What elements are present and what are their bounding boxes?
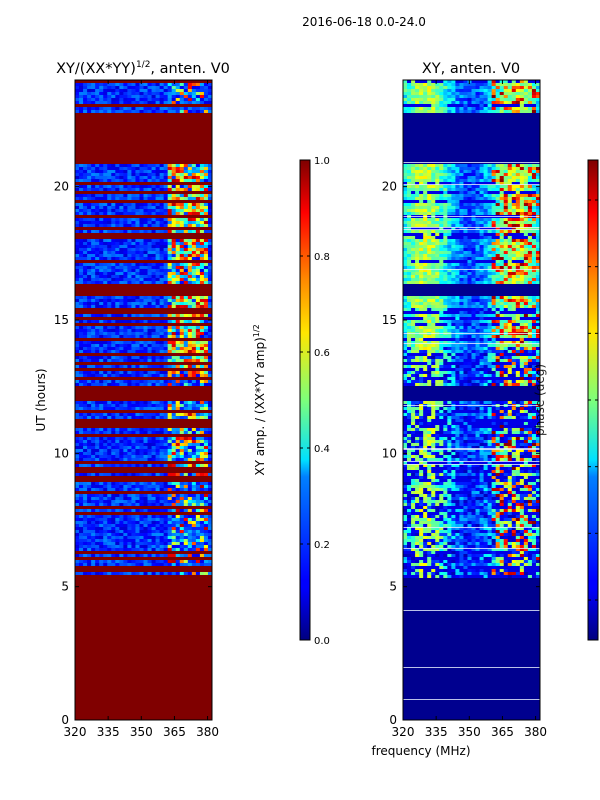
colorbar-tick-label: 0.2 (314, 540, 330, 551)
amplitude-panel: XY/(XX*YY)1/2, anten. V0 0 5 10 15 20 320 335 3… (34, 60, 230, 739)
y-tick-label: 15 (54, 313, 69, 327)
y-tick-label: 10 (54, 446, 69, 460)
amplitude-heatmap (75, 80, 212, 720)
x-tick-label: 380 (524, 725, 547, 739)
phase-heatmap (403, 80, 540, 720)
phase-axes-ticks: 0 5 10 15 20 320 335 350 365 380 (382, 80, 547, 739)
colorbar-tick-label: 0.0 (314, 636, 330, 647)
colorbar-tick-label: 1.0 (314, 156, 330, 167)
y-axis-label: UT (hours) (34, 368, 48, 431)
phase-colorbar-label: phase (deg) (533, 364, 547, 436)
y-tick-label: 5 (61, 580, 69, 594)
figure-suptitle: 2016-06-18 0.0-24.0 (302, 15, 426, 29)
y-tick-label: 0 (61, 713, 69, 727)
y-tick-label: 15 (382, 313, 397, 327)
x-tick-label: 335 (425, 725, 448, 739)
x-tick-label: 320 (64, 725, 87, 739)
amplitude-panel-title: XY/(XX*YY)1/2, anten. V0 (56, 60, 230, 77)
phase-axes-frame (402, 79, 541, 721)
y-tick-label: 0 (389, 713, 397, 727)
x-tick-label: 380 (196, 725, 219, 739)
colorbar-tick-label: 0.4 (314, 444, 330, 455)
x-tick-label: 350 (130, 725, 153, 739)
x-axis-label: frequency (MHz) (371, 744, 470, 758)
y-tick-label: 10 (382, 446, 397, 460)
x-tick-label: 320 (392, 725, 415, 739)
amplitude-axes-frame (74, 79, 213, 721)
y-tick-label: 20 (382, 180, 397, 194)
phase-colorbar: −150−100−50050100150 phase (deg) (533, 159, 599, 641)
y-tick-label: 20 (54, 180, 69, 194)
phase-panel-title: XY, anten. V0 (422, 61, 520, 77)
colorbar-tick-label: 0.6 (314, 348, 330, 359)
y-tick-label: 5 (389, 580, 397, 594)
amplitude-colorbar-label: XY amp. / (XX*YY amp)1/2 (252, 324, 267, 475)
x-tick-label: 365 (163, 725, 186, 739)
phase-colorbar-ticks: −150−100−50050100150 (588, 199, 598, 601)
x-tick-label: 350 (458, 725, 481, 739)
amplitude-colorbar-gradient (299, 159, 311, 641)
colorbar-tick-label: 0.8 (314, 252, 330, 263)
amplitude-colorbar: 0.0 0.2 0.4 0.6 0.8 1.0 XY amp. / (XX*YY amp)… (252, 156, 330, 647)
phase-panel: XY, anten. V0 0 5 10 15 20 320 335 350 365 380 fr… (371, 61, 547, 758)
amplitude-axes-ticks: 0 5 10 15 20 320 335 350 365 380 (54, 80, 219, 739)
x-tick-label: 335 (97, 725, 120, 739)
amplitude-colorbar-ticks: 0.0 0.2 0.4 0.6 0.8 1.0 (300, 156, 330, 647)
x-tick-label: 365 (491, 725, 514, 739)
